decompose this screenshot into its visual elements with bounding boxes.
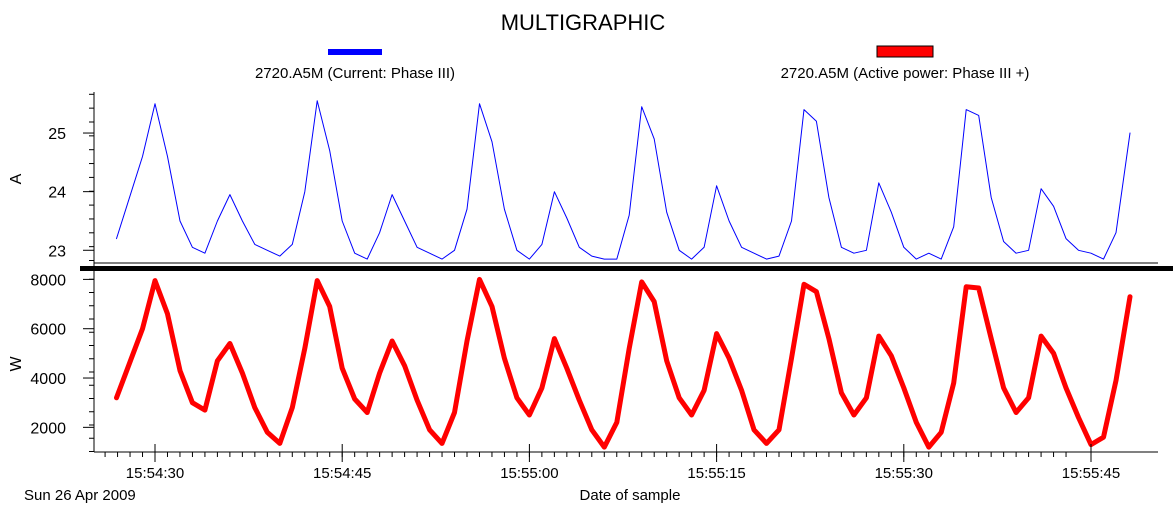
- x-tick-label: 15:55:30: [875, 465, 933, 482]
- y-tick-label: 2000: [30, 420, 66, 437]
- current-series-group: [116, 100, 1131, 260]
- x-tick-label: 15:55:00: [500, 465, 558, 482]
- x-axis-label: Date of sample: [580, 487, 681, 504]
- y-tick-label: 25: [48, 126, 66, 143]
- legend-swatch-current: [328, 49, 382, 55]
- x-tick-label: 15:55:45: [1062, 465, 1120, 482]
- y-tick-label: 8000: [30, 272, 66, 289]
- panel-divider: [80, 266, 1173, 271]
- x-tick-label: 15:54:45: [313, 465, 371, 482]
- x-axis-ticks: 15:54:30 15:54:45 15:55:00 15:55:15 15:55:30…: [104, 444, 1120, 482]
- y-axis-label-watts: W: [8, 356, 25, 372]
- legend-swatch-active-power: [876, 45, 934, 58]
- legend-label-active-power: 2720.A5M (Active power: Phase III +): [781, 65, 1030, 82]
- bottom-y-ticks: 2000 4000 6000 8000: [30, 272, 94, 452]
- active-power-series-group: [114, 276, 1133, 450]
- x-tick-label: 15:55:15: [687, 465, 745, 482]
- current-series-line: [116, 100, 1131, 260]
- y-tick-label: 23: [48, 243, 66, 260]
- y-tick-label: 24: [48, 185, 66, 202]
- active-power-series-line: [114, 276, 1133, 450]
- y-tick-label: 4000: [30, 371, 66, 388]
- x-tick-label: 15:54:30: [126, 465, 184, 482]
- y-tick-label: 6000: [30, 322, 66, 339]
- top-y-ticks: 23 24 25: [48, 93, 94, 261]
- y-axis-label-amps: A: [8, 173, 25, 184]
- date-label: Sun 26 Apr 2009: [24, 487, 136, 504]
- legend-label-current: 2720.A5M (Current: Phase III): [255, 65, 455, 82]
- chart-title: MULTIGRAPHIC: [501, 10, 666, 35]
